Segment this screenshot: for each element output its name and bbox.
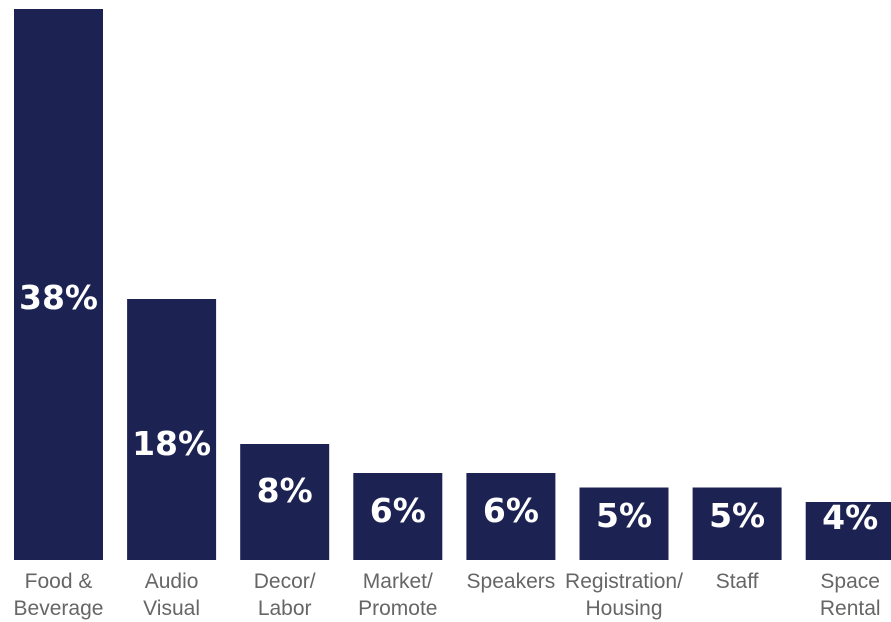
category-label: Audio	[145, 570, 199, 593]
bar-value-label: 38%	[19, 278, 98, 317]
bar	[579, 487, 669, 560]
category-label: Rental	[820, 597, 881, 620]
value-labels-group: 38% 18% 8% 6% 6% 5% 5% 4%	[19, 278, 878, 537]
category-label: Promote	[358, 597, 437, 620]
bar-value-label: 6%	[370, 491, 426, 530]
category-label: Decor/	[254, 570, 316, 593]
category-label: Staff	[716, 570, 759, 593]
bar-value-label: 5%	[596, 496, 652, 535]
bar	[466, 473, 556, 560]
category-labels-group: Food & Beverage Audio Visual Decor/Labor Mark…	[14, 570, 881, 620]
category-label: Market/	[363, 570, 433, 593]
bar-value-label: 5%	[709, 496, 765, 535]
bar-value-label: 18%	[132, 424, 211, 463]
bars-group	[14, 9, 891, 560]
bar	[127, 299, 217, 560]
category-label: Beverage	[14, 597, 104, 620]
category-label: Space	[820, 570, 880, 593]
bar	[805, 502, 891, 560]
category-label: Housing	[585, 597, 662, 620]
bar	[240, 444, 330, 560]
category-label: Registration/	[565, 570, 683, 593]
bar	[353, 473, 443, 560]
category-label: Speakers	[467, 570, 556, 593]
bar-value-label: 8%	[257, 471, 313, 510]
bar	[14, 9, 103, 560]
category-label: Visual	[143, 597, 200, 620]
bar-value-label: 6%	[483, 491, 539, 530]
bar	[692, 487, 782, 560]
category-label: Labor	[258, 597, 312, 620]
bar-value-label: 4%	[822, 498, 878, 537]
category-label: Food &	[25, 570, 93, 593]
